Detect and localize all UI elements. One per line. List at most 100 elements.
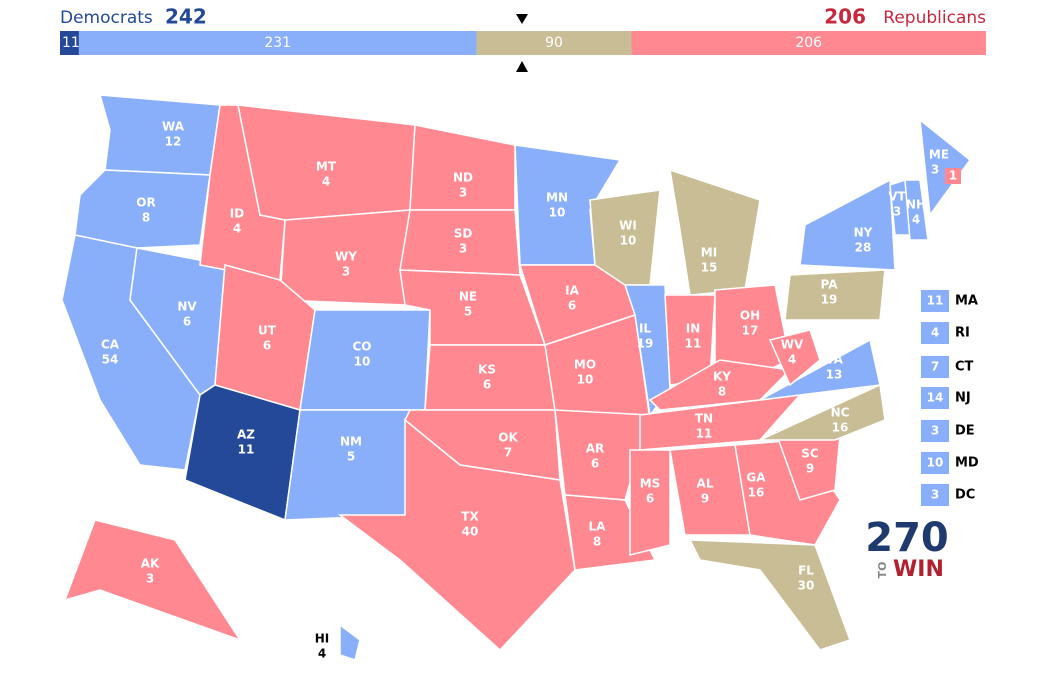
state (784, 269, 886, 321)
state-votes: 10 (549, 206, 566, 220)
state (184, 384, 301, 522)
bar-segment (631, 31, 986, 55)
state-abbr: SD (454, 227, 473, 241)
logo-win: WIN (893, 557, 944, 582)
state-abbr: HI (315, 632, 330, 646)
bar-label: 11 (62, 35, 80, 51)
state-abbr: OR (136, 196, 155, 210)
state-votes: 3 (931, 163, 939, 177)
small-state-abbr: MA (955, 294, 978, 309)
state-abbr: AR (586, 442, 605, 456)
state-votes: 3 (459, 186, 467, 200)
small-state-abbr: MD (955, 456, 979, 471)
state-votes: 19 (821, 293, 838, 307)
state-votes: 28 (855, 241, 872, 255)
state (759, 383, 886, 441)
state-abbr: OH (740, 309, 760, 323)
state-abbr: TX (461, 510, 479, 524)
small-state-box (921, 322, 949, 344)
small-state-box (921, 290, 949, 312)
state-votes: 5 (464, 305, 472, 319)
state (768, 329, 821, 387)
small-state-votes: 3 (931, 488, 939, 502)
state-abbr: ND (453, 171, 473, 185)
state-abbr: CA (101, 338, 120, 352)
state-votes: 8 (142, 211, 150, 225)
state-votes: 4 (318, 647, 326, 661)
state-abbr: WV (781, 338, 804, 352)
state-abbr: NY (854, 226, 873, 240)
state (339, 623, 361, 661)
state-abbr: AZ (237, 428, 255, 442)
state-votes: 15 (701, 261, 718, 275)
state-votes: 54 (102, 353, 119, 367)
state-votes: 11 (238, 443, 255, 457)
state-abbr: TN (695, 412, 713, 426)
small-state-abbr: DC (955, 488, 975, 503)
bar-label: 231 (264, 35, 291, 51)
state-abbr: IA (565, 284, 579, 298)
dem-label: Democrats (60, 8, 153, 28)
state-votes: 40 (462, 525, 479, 539)
state-votes: 3 (146, 572, 154, 586)
state-abbr: IN (686, 322, 701, 336)
state-votes: 6 (646, 492, 654, 506)
state-abbr: AL (697, 477, 714, 491)
state-votes: 6 (591, 457, 599, 471)
state-abbr: NM (340, 435, 362, 449)
state (63, 519, 242, 642)
state-votes: 10 (620, 234, 637, 248)
dem-total: 242 (165, 5, 207, 29)
state-abbr: LA (589, 520, 607, 534)
state-abbr: WY (335, 250, 357, 264)
state-votes: 3 (893, 205, 901, 219)
small-state-abbr: CT (955, 360, 974, 375)
logo-number: 270 (865, 515, 949, 561)
state-abbr: VA (825, 353, 843, 367)
state-abbr: NV (177, 300, 197, 314)
state-abbr: PA (821, 278, 839, 292)
rep-label: Republicans (883, 8, 986, 28)
logo-to: TO (876, 562, 889, 579)
small-state-votes: 3 (931, 424, 939, 438)
state-votes: 16 (748, 486, 765, 500)
state-abbr: MN (546, 191, 568, 205)
state-abbr: ID (230, 207, 244, 221)
small-state-abbr: RI (955, 326, 970, 341)
state-votes: 11 (685, 337, 702, 351)
state-abbr: VT (888, 190, 906, 204)
state-votes: 6 (263, 339, 271, 353)
state (669, 168, 761, 296)
small-state-box (921, 356, 949, 378)
state (919, 118, 972, 218)
small-state-box (921, 420, 949, 442)
small-state-abbr: DE (955, 424, 975, 439)
state-abbr: OK (498, 431, 518, 445)
district-box (945, 168, 961, 184)
state-votes: 9 (701, 492, 709, 506)
state-abbr: NC (831, 406, 850, 420)
state (337, 418, 576, 652)
state-votes: 7 (504, 446, 512, 460)
state-abbr: CO (352, 340, 371, 354)
state-votes: 8 (718, 385, 726, 399)
small-state-votes: 10 (927, 456, 944, 470)
state-abbr: FL (798, 564, 814, 578)
state (904, 179, 929, 241)
state-abbr: KY (713, 370, 731, 384)
bar-segment (60, 31, 79, 55)
state-votes: 8 (593, 535, 601, 549)
state-votes: 10 (354, 355, 371, 369)
state-votes: 11 (696, 427, 713, 441)
state (688, 539, 851, 651)
small-state-votes: 14 (927, 391, 944, 405)
state-votes: 4 (322, 175, 330, 189)
state-votes: 4 (912, 213, 920, 227)
state (648, 359, 792, 411)
small-state-abbr: NJ (955, 391, 971, 406)
state-abbr: SC (801, 447, 819, 461)
bar-label: 90 (545, 35, 563, 51)
state-abbr: NE (459, 290, 477, 304)
